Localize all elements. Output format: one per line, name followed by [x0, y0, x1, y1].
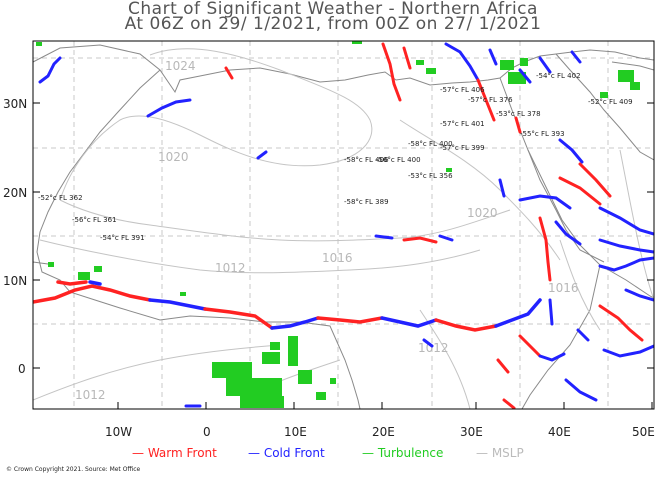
lon-label: 0	[203, 425, 211, 439]
cloud-label: -55°c FL 393	[520, 130, 565, 138]
isobar-label: 1012	[418, 341, 449, 355]
legend-cold-label: Cold Front	[263, 446, 325, 460]
legend-mslp: — MSLP	[476, 446, 524, 460]
legend-warm-front: — Warm Front	[132, 446, 217, 460]
cloud-label: -53°c FL 356	[408, 172, 453, 180]
cloud-label: -54°c FL 402	[536, 72, 581, 80]
cloud-top-labels: -57°c FL 406 -57°c FL 376 -53°c FL 378 -…	[38, 72, 633, 242]
cloud-label: -54°c FL 391	[100, 234, 145, 242]
lat-ticks	[33, 102, 654, 369]
lon-label: 10W	[105, 425, 132, 439]
isobar-labels: 1024 1020 1020 1016 1012 1012 1012 1016	[75, 59, 579, 402]
chart-subtitle: At 06Z on 29/ 1/2021, from 00Z on 27/ 1/…	[124, 14, 542, 34]
legend-cold-front: — Cold Front	[248, 446, 325, 460]
legend-warm-label: Warm Front	[147, 446, 217, 460]
lon-ticks	[117, 402, 653, 409]
lat-label: 20N	[3, 186, 27, 200]
cloud-label: -58°c FL 389	[344, 198, 389, 206]
fronts-scattered	[38, 42, 654, 409]
legend-cold-swatch: —	[248, 446, 264, 460]
cloud-label: -58°c FL 406	[344, 156, 389, 164]
cloud-label: -57°c FL 399	[440, 144, 485, 152]
cloud-label: -58°c FL 400	[408, 140, 453, 148]
turbulence-areas	[36, 41, 640, 408]
lon-label: 30E	[460, 425, 483, 439]
lon-label: 40E	[548, 425, 571, 439]
map-frame	[32, 40, 655, 410]
legend-mslp-swatch: —	[476, 446, 492, 460]
isobar-label: 1016	[548, 281, 579, 295]
fronts-main-band	[33, 280, 542, 332]
isobar-label: 1020	[158, 150, 189, 164]
copyright-notice: © Crown Copyright 2021. Source: Met Offi…	[6, 466, 141, 473]
legend-turb-swatch: —	[362, 446, 378, 460]
cloud-label: -56°c FL 361	[72, 216, 117, 224]
isobar-label: 1012	[75, 388, 106, 402]
legend-warm-swatch: —	[132, 446, 148, 460]
isobar-label: 1012	[215, 261, 246, 275]
lon-label: 10E	[284, 425, 307, 439]
cloud-label: -52°c FL 362	[38, 194, 83, 202]
lat-label: 0	[18, 362, 26, 376]
lon-label: 20E	[372, 425, 395, 439]
map-area: 1024 1020 1020 1016 1012 1012 1012 1016	[33, 41, 654, 409]
isobar-label: 1016	[322, 251, 353, 265]
legend-turb-label: Turbulence	[377, 446, 444, 460]
cloud-label: -57°c FL 376	[468, 96, 513, 104]
cloud-label: -57°c FL 406	[440, 86, 485, 94]
cloud-label: -53°c FL 378	[496, 110, 541, 118]
isobar-label: 1024	[165, 59, 196, 73]
legend-mslp-label: MSLP	[491, 446, 524, 460]
cloud-label: -56°c FL 400	[376, 156, 421, 164]
graticule	[33, 41, 654, 409]
cloud-label: -57°c FL 401	[440, 120, 485, 128]
cloud-label: -52°c FL 409	[588, 98, 633, 106]
legend-turbulence: — Turbulence	[362, 446, 443, 460]
isobar-label: 1020	[467, 206, 498, 220]
lon-label: 50E	[632, 425, 655, 439]
lat-label: 10N	[3, 274, 27, 288]
lat-label: 30N	[3, 97, 27, 111]
chart-title: Chart of Significant Weather - Northern …	[128, 0, 538, 19]
